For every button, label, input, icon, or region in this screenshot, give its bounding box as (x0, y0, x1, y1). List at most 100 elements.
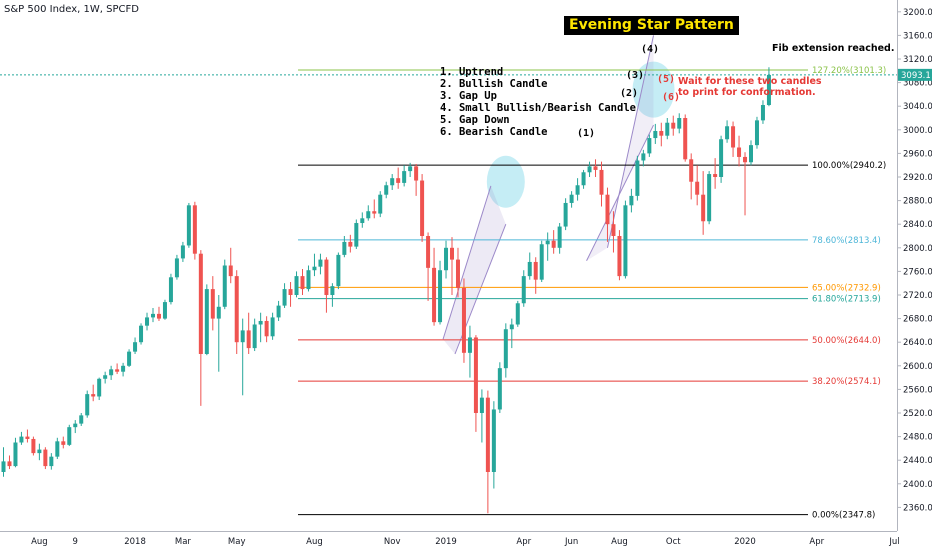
candle-body (515, 303, 520, 325)
steps-list: 1. Uptrend 2. Bullish Candle 3. Gap Up 4… (440, 66, 636, 138)
candle-body (635, 160, 640, 196)
candle-body (677, 118, 682, 129)
candle-body (216, 306, 221, 319)
y-tick-label: 2840.0 (903, 220, 932, 230)
candle-body (330, 286, 335, 295)
candle-body (671, 122, 676, 129)
candle-body (485, 397, 490, 472)
step-1: 1. Uptrend (440, 66, 504, 78)
candle-body (491, 409, 496, 472)
uptrend-channel-right-upper (606, 35, 655, 248)
candle-body (372, 211, 377, 214)
y-tick-label: 2560.0 (903, 385, 932, 395)
candle-body (545, 240, 550, 245)
candle-body (611, 224, 616, 236)
candle-body (61, 441, 66, 445)
y-tick-label: 3160.0 (903, 31, 932, 41)
x-tick-label: Aug (306, 537, 323, 547)
candle-body (438, 270, 443, 323)
candle-body (37, 449, 42, 454)
candle-body (246, 330, 251, 349)
candle-body (7, 461, 12, 467)
highlight-circle-right (632, 61, 675, 118)
point-label-3: (3) (626, 70, 645, 81)
candle-body (766, 74, 771, 106)
y-tick-label: 2800.0 (903, 244, 932, 254)
pattern-title: Evening Star Pattern (564, 16, 739, 35)
candle-body (91, 394, 96, 397)
candle-body (67, 427, 72, 445)
candle-body (384, 185, 389, 195)
candle-body (174, 258, 179, 278)
candle-body (653, 130, 658, 139)
y-tick-label: 2920.0 (903, 173, 932, 183)
x-tick-label: Aug (611, 537, 628, 547)
candle-body (294, 276, 299, 295)
candle-body (701, 194, 706, 222)
wait-note: Wait for these two candles to print for … (678, 76, 822, 98)
candle-body (240, 330, 245, 343)
x-tick-label: Apr (809, 537, 824, 547)
candle-body (324, 259, 329, 295)
candle-body (599, 169, 604, 195)
candle-body (222, 265, 227, 307)
candle-body (151, 313, 155, 318)
uptrend-channel-right-fill (586, 35, 654, 261)
candle-body (276, 305, 281, 318)
candle-body (461, 287, 466, 353)
candle-body (683, 118, 688, 160)
candle-body (450, 247, 454, 260)
candle-body (623, 205, 628, 277)
step-6: 6. Bearish Candle (440, 126, 548, 138)
y-tick-label: 2960.0 (903, 149, 932, 159)
x-tick-label: Jul (888, 537, 899, 547)
candle-body (13, 442, 18, 467)
fib-level-label: 0.00%(2347.8) (812, 511, 875, 521)
candle-body (288, 289, 293, 295)
candle-body (593, 166, 598, 170)
candle-body (408, 166, 413, 172)
candle-body (55, 441, 60, 457)
candle-body (563, 202, 568, 227)
candle-body (527, 261, 532, 277)
candle-body (300, 276, 305, 290)
candle-body (198, 253, 203, 354)
candle-body (115, 369, 120, 372)
candle-body (139, 325, 144, 343)
candle-body (539, 244, 544, 280)
candle-body (396, 178, 401, 183)
candle-body (282, 289, 287, 306)
candle-body (479, 397, 484, 413)
candle-body (49, 456, 54, 467)
candle-body (689, 159, 694, 182)
candle-body (264, 320, 269, 337)
fib-level-label: 61.80%(2713.9) (812, 295, 881, 305)
candle-body (629, 195, 634, 206)
x-tick-label: 2019 (435, 537, 457, 547)
uptrend-channel-right-lower (586, 124, 654, 262)
x-tick-label: Oct (666, 537, 681, 547)
step-2: 2. Bullish Candle (440, 78, 548, 90)
y-axis-panel (897, 0, 932, 550)
candle-body (378, 194, 383, 214)
candle-body (414, 166, 419, 181)
x-tick-label: 9 (73, 537, 78, 547)
candle-body (342, 241, 347, 255)
fib-level-label: 127.20%(3101.3) (812, 66, 886, 76)
symbol-title: S&P 500 Index, 1W, SPCFD (4, 4, 139, 15)
y-tick-label: 2360.0 (903, 503, 932, 513)
y-tick-label: 2400.0 (903, 480, 932, 490)
y-tick-label: 2720.0 (903, 291, 932, 301)
candle-body (312, 266, 317, 271)
candle-body (85, 394, 90, 416)
candle-body (749, 145, 753, 163)
candle-body (551, 240, 556, 248)
point-label-2: (2) (620, 88, 639, 99)
y-tick-label: 2640.0 (903, 338, 932, 348)
candle-body (210, 289, 215, 319)
fib-level-label: 38.20%(2574.1) (812, 377, 881, 387)
candle-body (467, 337, 472, 353)
candle-body (234, 276, 239, 343)
